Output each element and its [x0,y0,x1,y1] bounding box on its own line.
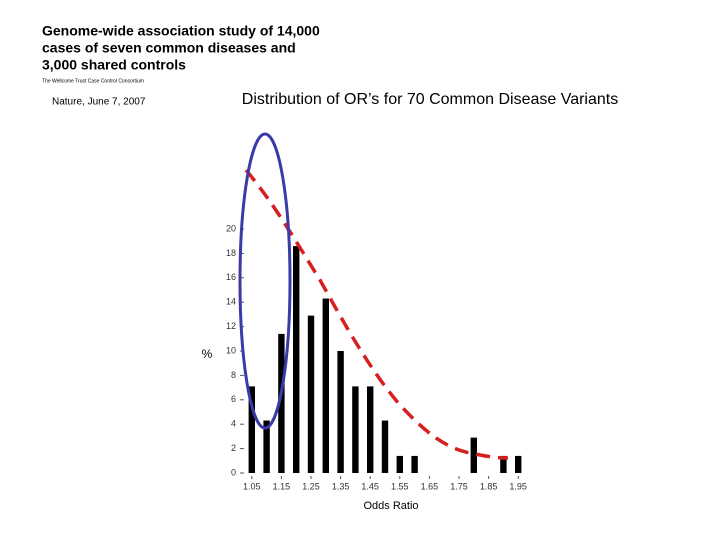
x-tick-label: 1.55 [391,481,409,491]
x-tick-label: 1.05 [243,481,261,491]
y-tick-label: 12 [226,321,236,331]
bar [278,333,285,473]
bar [307,315,315,473]
bar [470,437,477,473]
y-tick-label: 18 [226,248,236,258]
x-tick-label: 1.15 [273,481,291,491]
x-tick-label: 1.45 [361,481,379,491]
bar [515,455,522,473]
y-tick-label: 2 [231,443,236,453]
x-tick-label: 1.95 [509,481,527,491]
highlight-ellipse [238,132,292,430]
y-tick-label: 0 [231,467,236,477]
bar [293,246,300,473]
y-axis-label: % [202,347,213,361]
y-tick-label: 4 [231,419,236,429]
x-tick-label: 1.35 [332,481,350,491]
y-tick-label: 6 [231,394,236,404]
bar [367,386,374,473]
credit: The Wellcome Trust Case Control Consorti… [42,78,144,84]
bar [411,455,418,473]
y-tick-label: 20 [226,223,236,233]
bar [381,420,389,473]
bar [352,386,359,473]
headline: 3,000 shared controls [42,57,186,73]
y-tick-label: 8 [231,370,236,380]
chart-title: Distribution of OR’s for 70 Common Disea… [242,91,618,108]
y-tick-label: 16 [226,272,236,282]
y-tick-label: 14 [226,297,236,307]
plot: 0 2 4 6 8 10 12 14 16 18 20 1.05 1.15 1.25 1.35 1.45 1.5… [226,223,527,491]
bar [248,386,255,473]
x-axis-label: Odds Ratio [363,500,418,512]
x-tick-label: 1.25 [302,481,320,491]
bar [500,455,507,473]
headline: Genome-wide association study of 14,000 [42,23,320,39]
x-tick-label: 1.65 [421,481,439,491]
trend-curve [244,168,509,460]
x-tick-label: 1.85 [480,481,498,491]
headline: cases of seven common diseases and [42,40,296,56]
bar [396,455,403,473]
bar [322,298,329,473]
y-tick-label: 10 [226,345,236,355]
x-tick-label: 1.75 [450,481,468,491]
citation: Nature, June 7, 2007 [52,97,146,108]
bar [263,420,270,473]
bar [337,351,344,473]
